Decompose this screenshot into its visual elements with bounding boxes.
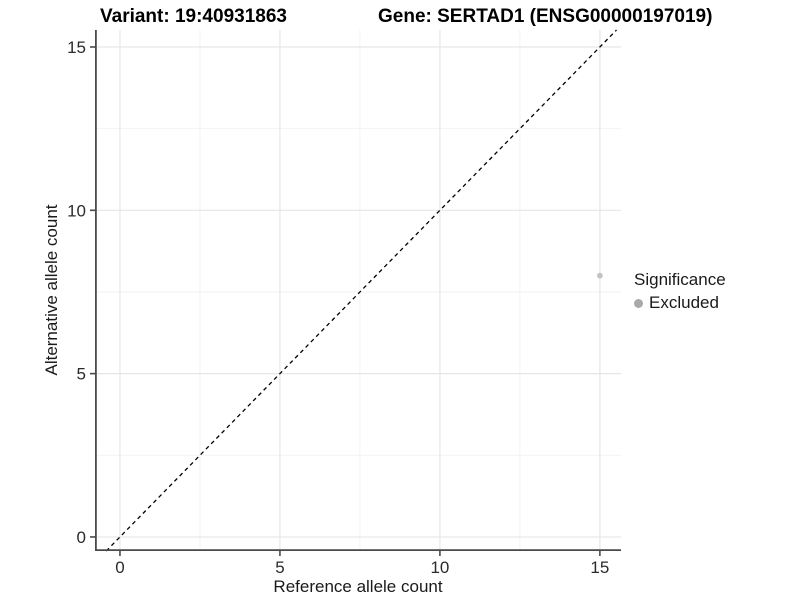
x-tick-label: 10 <box>430 558 449 577</box>
y-tick-label: 0 <box>77 528 86 547</box>
legend: Significance Excluded <box>634 270 726 313</box>
plot-title-gene: Gene: SERTAD1 (ENSG00000197019) <box>378 6 713 27</box>
x-tick-label: 15 <box>590 558 609 577</box>
identity-dashed-line <box>105 29 617 552</box>
legend-point-icon <box>634 298 643 308</box>
x-tick-label: 0 <box>115 558 124 577</box>
x-axis-title: Reference allele count <box>273 577 443 596</box>
legend-title: Significance <box>634 270 726 289</box>
data-point <box>596 272 603 279</box>
plot-title-variant: Variant: 19:40931863 <box>100 6 287 27</box>
y-tick-label: 5 <box>77 365 86 384</box>
legend-entry-label: Excluded <box>649 293 719 312</box>
plot-panel: 0 5 10 15 0 5 10 15 <box>67 29 621 577</box>
y-tick-label: 10 <box>67 201 86 220</box>
y-tick-label: 15 <box>67 38 86 57</box>
x-tick-label: 5 <box>275 558 284 577</box>
legend-entry-excluded: Excluded <box>634 293 726 313</box>
y-axis-title: Alternative allele count <box>42 204 61 376</box>
